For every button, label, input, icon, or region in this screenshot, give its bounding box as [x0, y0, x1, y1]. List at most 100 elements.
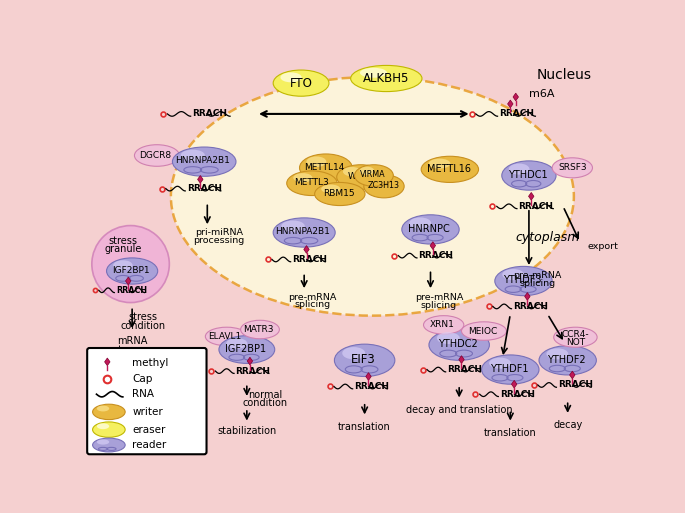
Ellipse shape — [502, 161, 556, 190]
Text: METTL14: METTL14 — [304, 163, 345, 171]
Ellipse shape — [489, 358, 511, 369]
Ellipse shape — [429, 159, 451, 169]
Text: stress: stress — [129, 312, 158, 322]
Text: YTHDC1: YTHDC1 — [508, 170, 547, 180]
Text: m6A: m6A — [529, 89, 554, 99]
Text: RRACH: RRACH — [447, 365, 482, 374]
Text: RRACH: RRACH — [419, 251, 453, 260]
Ellipse shape — [360, 68, 387, 77]
Text: IGF2BP1: IGF2BP1 — [112, 266, 149, 275]
Polygon shape — [247, 357, 253, 365]
Text: RRACH: RRACH — [519, 202, 553, 211]
Ellipse shape — [509, 164, 530, 174]
Ellipse shape — [181, 150, 205, 161]
Text: writer: writer — [132, 407, 163, 417]
Text: XRN1: XRN1 — [429, 321, 455, 329]
Ellipse shape — [299, 154, 352, 182]
Ellipse shape — [97, 423, 109, 429]
Text: RRACH: RRACH — [499, 109, 534, 119]
Ellipse shape — [306, 156, 326, 167]
Polygon shape — [512, 380, 517, 388]
Text: pre-mRNA: pre-mRNA — [288, 293, 337, 302]
Text: HNRNPA2B1: HNRNPA2B1 — [275, 227, 330, 236]
Ellipse shape — [280, 72, 301, 82]
Text: RBM15: RBM15 — [323, 189, 355, 198]
Ellipse shape — [351, 66, 422, 92]
Text: Cap: Cap — [132, 374, 153, 384]
Text: processing: processing — [193, 235, 245, 245]
Text: WTAP: WTAP — [347, 172, 373, 181]
Text: granule: granule — [104, 244, 142, 254]
Text: HNRNPC: HNRNPC — [408, 224, 450, 233]
Text: NOT: NOT — [566, 338, 585, 347]
Text: condition: condition — [243, 399, 288, 408]
Ellipse shape — [355, 165, 393, 186]
Polygon shape — [513, 93, 519, 101]
Text: CCR4-: CCR4- — [562, 330, 589, 339]
Text: pre-mRNA: pre-mRNA — [513, 271, 562, 280]
Text: RRACH: RRACH — [187, 184, 222, 193]
Ellipse shape — [92, 438, 125, 452]
Ellipse shape — [360, 167, 374, 175]
Ellipse shape — [314, 183, 365, 206]
Text: RNA: RNA — [132, 389, 154, 399]
Ellipse shape — [219, 336, 275, 363]
Text: pre-mRNA: pre-mRNA — [415, 293, 463, 303]
Polygon shape — [570, 371, 575, 379]
Text: YTHDC2: YTHDC2 — [438, 339, 477, 349]
Ellipse shape — [107, 258, 158, 284]
Text: DGCR8: DGCR8 — [139, 151, 171, 160]
Ellipse shape — [429, 329, 489, 360]
Text: stress: stress — [108, 236, 137, 246]
Ellipse shape — [552, 158, 593, 178]
Text: normal: normal — [248, 390, 282, 400]
Ellipse shape — [92, 404, 125, 420]
Text: FTO: FTO — [290, 76, 312, 90]
Text: ZC3H13: ZC3H13 — [367, 181, 399, 190]
Polygon shape — [105, 358, 110, 366]
Ellipse shape — [321, 185, 340, 193]
Ellipse shape — [97, 406, 109, 411]
Text: ELAVL1: ELAVL1 — [208, 332, 242, 341]
Polygon shape — [125, 277, 131, 285]
Ellipse shape — [462, 322, 506, 340]
Ellipse shape — [343, 167, 361, 176]
Ellipse shape — [423, 315, 464, 334]
Text: RRACH: RRACH — [236, 367, 271, 376]
Text: Nucleus: Nucleus — [537, 68, 592, 83]
Text: decay and translation: decay and translation — [406, 405, 512, 415]
Circle shape — [92, 226, 169, 303]
Text: eraser: eraser — [132, 425, 166, 435]
Text: splicing: splicing — [421, 301, 457, 310]
Ellipse shape — [293, 173, 312, 183]
Ellipse shape — [421, 156, 479, 183]
Polygon shape — [529, 192, 534, 200]
Text: RRACH: RRACH — [354, 382, 389, 391]
Ellipse shape — [547, 348, 569, 360]
Ellipse shape — [369, 177, 384, 186]
Text: condition: condition — [121, 321, 166, 331]
Ellipse shape — [364, 175, 404, 198]
Text: RRACH: RRACH — [513, 302, 548, 311]
Ellipse shape — [502, 269, 524, 280]
Text: HNRNPA2B1: HNRNPA2B1 — [175, 156, 230, 165]
FancyBboxPatch shape — [87, 348, 206, 454]
Text: METTL16: METTL16 — [427, 164, 471, 174]
Text: RRACH: RRACH — [292, 255, 327, 264]
Ellipse shape — [342, 347, 365, 359]
Text: pri-miRNA: pri-miRNA — [195, 228, 243, 237]
Ellipse shape — [97, 439, 109, 445]
Ellipse shape — [495, 266, 552, 295]
Text: splicing: splicing — [519, 279, 556, 288]
Polygon shape — [303, 246, 309, 253]
Text: cytoplasm: cytoplasm — [515, 231, 580, 244]
Text: translation: translation — [338, 422, 391, 431]
Ellipse shape — [402, 215, 459, 244]
Ellipse shape — [287, 171, 337, 195]
Polygon shape — [508, 100, 513, 108]
Ellipse shape — [409, 218, 431, 229]
Ellipse shape — [273, 218, 335, 247]
Text: splicing: splicing — [295, 301, 331, 309]
Polygon shape — [525, 292, 530, 300]
Text: IGF2BP1: IGF2BP1 — [225, 344, 266, 354]
